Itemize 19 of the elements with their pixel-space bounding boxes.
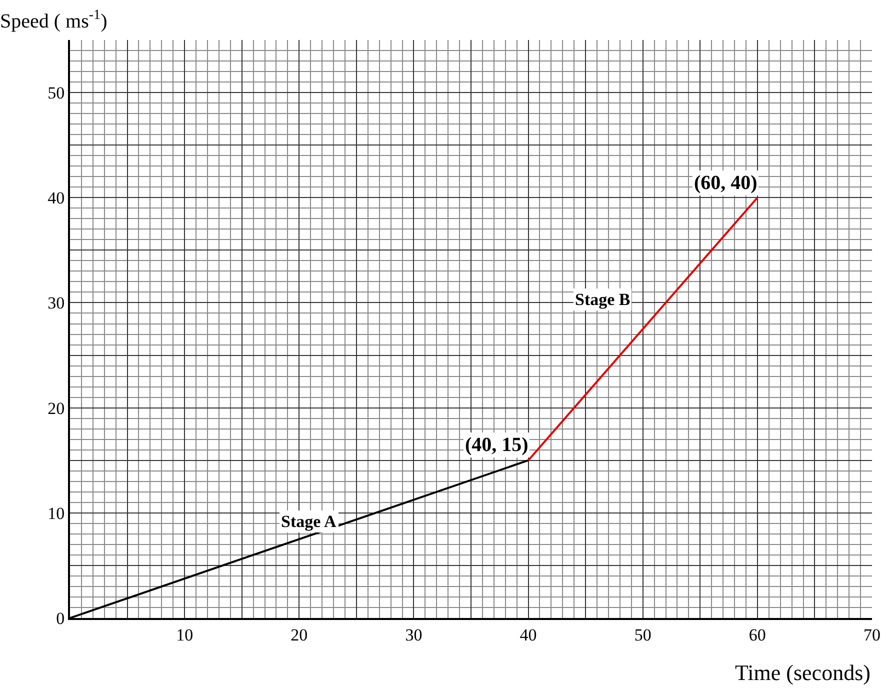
- x-axis-title: Time (seconds): [735, 660, 870, 685]
- x-tick-label: 20: [290, 625, 308, 644]
- y-tick-label: 10: [48, 504, 65, 523]
- annotation: (40, 15): [465, 434, 528, 456]
- y-axis-title: Speed ( ms$^{-1}$): [0, 8, 108, 32]
- x-tick-label: 40: [520, 625, 537, 644]
- x-tick-label: 30: [405, 625, 422, 644]
- annotation: (60, 40): [694, 172, 758, 194]
- x-tick-label: 50: [634, 625, 652, 644]
- y-tick-label: 40: [48, 188, 65, 208]
- x-tick-label: 60: [748, 625, 766, 644]
- y-tick-label: 0: [56, 608, 65, 628]
- x-tick-label: 70: [864, 625, 880, 644]
- y-tick-label: 20: [48, 398, 65, 418]
- series-label: Stage A: [281, 512, 337, 531]
- y-tick-label: 30: [48, 294, 65, 313]
- series-label: Stage B: [575, 290, 630, 309]
- y-tick-label: 50: [48, 84, 65, 102]
- x-tick-label: 10: [176, 625, 194, 644]
